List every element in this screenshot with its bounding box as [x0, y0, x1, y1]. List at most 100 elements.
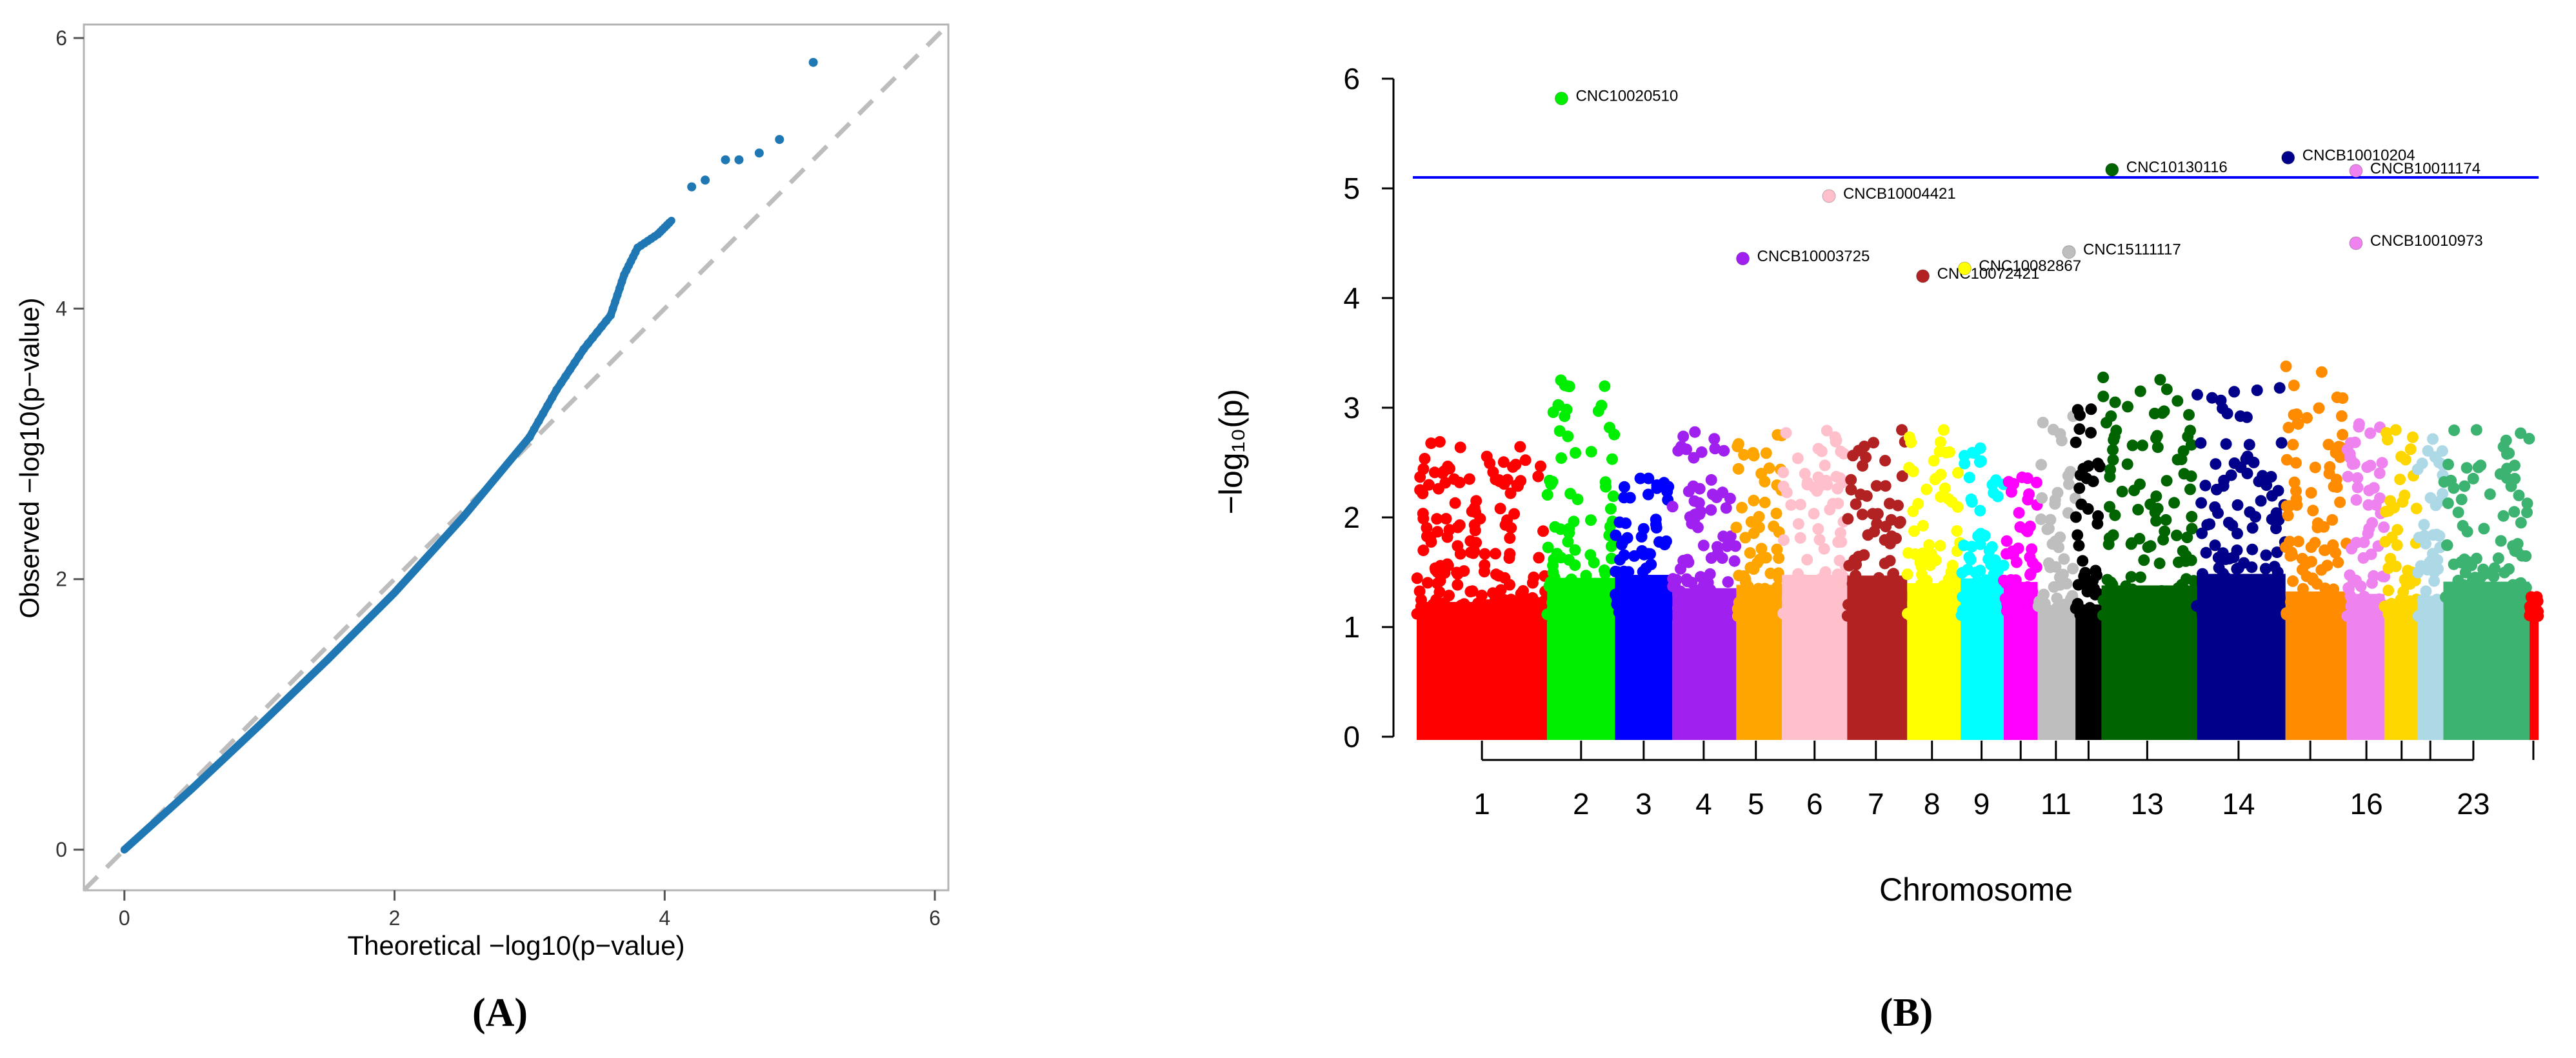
snp-point: [2116, 486, 2128, 497]
snp-point: [1989, 595, 2001, 608]
snp-point: [1504, 579, 1515, 591]
snp-point: [2523, 433, 2535, 444]
snp-point: [2107, 444, 2119, 456]
snp-point: [1907, 465, 1919, 477]
snp-point: [2154, 374, 2166, 386]
snp-point: [2332, 556, 2344, 568]
snp-point: [2241, 467, 2253, 479]
snp-point: [1606, 453, 1618, 465]
snp-point: [1836, 477, 1848, 489]
snp-point: [1637, 566, 1649, 578]
snp-point: [2005, 486, 2017, 498]
snp-point: [2084, 606, 2097, 619]
snp-point: [1969, 604, 1981, 616]
snp-point: [1618, 549, 1630, 561]
snp-point: [1896, 470, 1908, 483]
snp-point: [2182, 430, 2194, 443]
snp-label: CNC10130116: [2126, 159, 2228, 176]
snp-point: [2042, 523, 2055, 535]
snp-point: [2222, 517, 2235, 529]
snp-point: [2293, 594, 2305, 606]
snp-point: [2079, 566, 2092, 579]
snp-point: [2209, 501, 2221, 514]
snp-point: [2418, 519, 2430, 531]
qq-plot-frame: [83, 23, 950, 892]
snp-point: [2315, 366, 2328, 378]
snp-point: [2317, 606, 2330, 619]
snp-point: [1974, 504, 1986, 517]
snp-point: [2361, 461, 2373, 474]
snp-point: [1563, 523, 1575, 535]
snp-point: [2210, 458, 2222, 470]
snp-point: [2291, 499, 2303, 511]
snp-point: [1973, 456, 1986, 468]
snp-point: [2081, 472, 2093, 484]
snp-point: [1630, 582, 1642, 594]
snp-point: [2063, 478, 2075, 490]
snp-point: [2246, 522, 2259, 534]
snp-point: [2351, 472, 2364, 484]
snp-point: [1850, 606, 1862, 619]
snp-point: [1819, 566, 1832, 579]
snp-point: [2382, 584, 2395, 597]
snp-point: [1955, 609, 1968, 621]
chromosome-4-points: [1666, 426, 1742, 740]
snp-highlight: [2349, 164, 2363, 178]
snp-point: [1732, 441, 1744, 453]
snp-point: [2441, 539, 2453, 552]
qq-point: [566, 365, 575, 374]
snp-point: [1821, 479, 1833, 491]
snp-point: [2508, 506, 2521, 518]
snp-highlight: [2105, 163, 2119, 177]
qq-point: [615, 284, 624, 293]
chromosome-band: [2529, 594, 2539, 740]
snp-point: [1989, 554, 2001, 566]
snp-point: [1974, 538, 1986, 550]
snp-point: [1759, 496, 1771, 508]
snp-point: [2424, 556, 2436, 568]
snp-point: [1748, 494, 1760, 506]
snp-point: [2478, 523, 2490, 535]
snp-point: [1669, 579, 1681, 592]
panel-label-b: (B): [1880, 991, 1933, 1035]
snp-point: [2251, 384, 2263, 396]
qq-point: [548, 393, 557, 402]
snp-point: [1705, 504, 1717, 516]
snp-point: [2264, 598, 2276, 610]
snp-point: [1563, 554, 1575, 566]
chromosome-1-points: [1411, 435, 1552, 740]
snp-point: [1439, 477, 1452, 489]
qq-point: [534, 417, 543, 426]
snp-point: [1504, 487, 1517, 499]
snp-point: [2492, 552, 2504, 564]
snp-point: [1430, 564, 1442, 576]
snp-point: [2442, 593, 2455, 605]
snp-point: [1688, 452, 1700, 464]
snp-point: [2410, 503, 2422, 515]
snp-point: [2197, 587, 2209, 599]
snp-point: [2059, 610, 2071, 622]
snp-point: [1658, 477, 1670, 489]
snp-point: [2192, 388, 2203, 401]
manhattan-y-axis-title: −log₁₀(p): [1213, 389, 1249, 515]
chromosome-band: [2037, 604, 2076, 740]
qq-y-tick-label: 6: [55, 26, 67, 50]
snp-point: [2239, 575, 2252, 588]
snp-point: [2442, 458, 2454, 470]
snp-point: [1687, 480, 1699, 492]
snp-point: [2319, 583, 2331, 594]
snp-point: [2246, 543, 2259, 555]
snp-point: [1975, 584, 1987, 596]
snp-point: [1697, 539, 1710, 552]
qq-reference-line: [82, 23, 950, 892]
snp-point: [2455, 494, 2468, 506]
snp-point: [1617, 535, 1630, 547]
snp-point: [1413, 585, 1426, 597]
snp-point: [2001, 577, 2013, 590]
snp-point: [2456, 584, 2468, 597]
chromosome-18-points: [2411, 433, 2449, 740]
manhattan-x-tick-label: 5: [1748, 787, 1764, 821]
snp-point: [2297, 583, 2309, 595]
snp-point: [2362, 528, 2374, 539]
snp-point: [2041, 609, 2053, 621]
